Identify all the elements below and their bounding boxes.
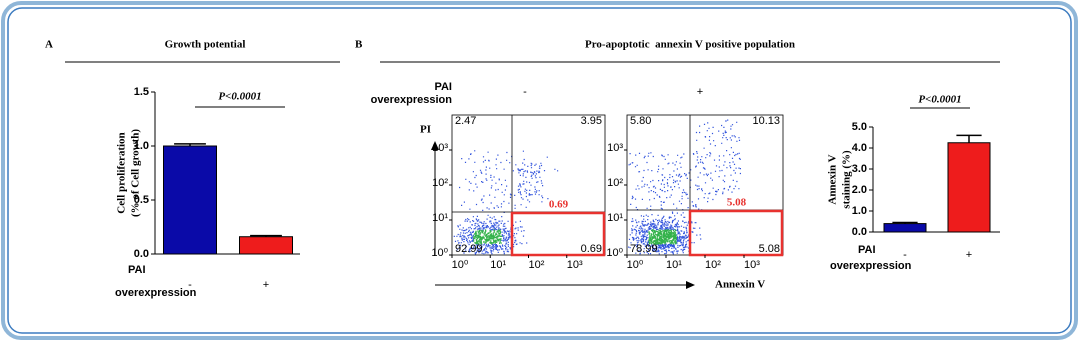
y-tick-label: 10⁰ (606, 247, 623, 259)
condition: - (523, 86, 527, 98)
y-tick-label: 1.5 (134, 86, 149, 98)
y-tick-label: 10² (432, 177, 448, 189)
y-tick-label: 10² (607, 177, 623, 189)
error-bar (250, 234, 282, 237)
x-axis-label: Annexin V (715, 279, 765, 291)
arrow-head (686, 281, 695, 289)
condition-label: overexpression (371, 94, 453, 106)
y-tick-label: 10¹ (607, 212, 623, 224)
x-axis-label: overexpression (830, 260, 912, 272)
x-tick-label: 10³ (567, 259, 583, 271)
y-axis-label: Cell proliferation (116, 132, 128, 213)
panel-title: Pro-apoptotic annexin V positive populat… (585, 39, 795, 51)
x-tick-label: 10² (705, 259, 721, 271)
y-axis-label: Annexin V (827, 154, 839, 204)
x-tick-label: - (188, 279, 192, 291)
x-tick-label: 10² (529, 259, 545, 271)
y-tick-label: 10⁰ (431, 247, 448, 259)
y-tick-label: 1.0 (852, 205, 867, 217)
error-bar (174, 143, 206, 146)
quadrant-value: 0.69 (581, 243, 602, 255)
x-tick-label: + (263, 279, 269, 291)
condition: + (697, 86, 703, 98)
y-tick-label: 0.0 (134, 248, 149, 260)
quadrant-value: 10.13 (752, 115, 780, 127)
y-tick-label: 1.0 (134, 140, 149, 152)
quadrant-value: 78.99 (630, 243, 658, 255)
y-tick-label: 4.0 (852, 142, 867, 154)
bar (883, 223, 927, 233)
quadrant-value: 5.80 (630, 115, 651, 127)
panel-title: Growth potential (165, 39, 246, 51)
quadrant-value: 5.08 (759, 243, 780, 255)
highlight-gate (510, 211, 606, 257)
x-tick-label: 10⁰ (627, 259, 644, 271)
x-tick-label: 10⁰ (452, 259, 469, 271)
x-axis-label: overexpression (115, 287, 197, 299)
event-dots-dense (648, 229, 678, 245)
highlight-value: 5.08 (727, 197, 747, 209)
y-tick-label: 5.0 (852, 121, 867, 133)
bar (947, 142, 991, 233)
x-axis-label: PAI (858, 244, 876, 256)
panel-label: B (355, 39, 363, 51)
x-tick-label: - (903, 249, 907, 261)
condition-label: PAI (434, 81, 452, 93)
bar (239, 236, 293, 255)
x-axis-label: PAI (128, 264, 146, 276)
panel-label: A (45, 39, 53, 51)
event-dots (453, 150, 559, 255)
quadrant-value: 2.47 (455, 115, 476, 127)
frame-inner (7, 7, 1072, 334)
x-tick-label: 10¹ (666, 259, 682, 271)
x-tick-label: 10¹ (490, 259, 506, 271)
bar (163, 145, 217, 255)
event-dots-dense (473, 229, 503, 245)
y-tick-label: 2.0 (852, 184, 867, 196)
x-tick-label: + (966, 249, 972, 261)
y-tick-label: 0.5 (134, 194, 149, 206)
error-bar (892, 221, 918, 224)
arrow-head (431, 141, 439, 150)
y-tick-label: 10³ (432, 142, 448, 154)
error-bar (956, 134, 982, 143)
y-tick-label: 10¹ (432, 212, 448, 224)
y-axis-label: PI (420, 124, 431, 136)
highlight-gate (688, 209, 784, 257)
y-axis-label: staining (%) (841, 150, 853, 209)
y-axis-label: (% of Cell growth) (130, 129, 142, 217)
y-tick-label: 3.0 (852, 163, 867, 175)
y-tick-label: 0.0 (852, 226, 867, 238)
quadrant-value: 3.95 (581, 115, 602, 127)
highlight-value: 0.69 (549, 199, 569, 211)
annotation: P<0.0001 (918, 94, 961, 106)
x-tick-label: 10³ (744, 259, 760, 271)
y-tick-label: 10³ (607, 142, 623, 154)
annotation: P<0.0001 (218, 91, 261, 103)
quadrant-value: 92.99 (455, 243, 483, 255)
